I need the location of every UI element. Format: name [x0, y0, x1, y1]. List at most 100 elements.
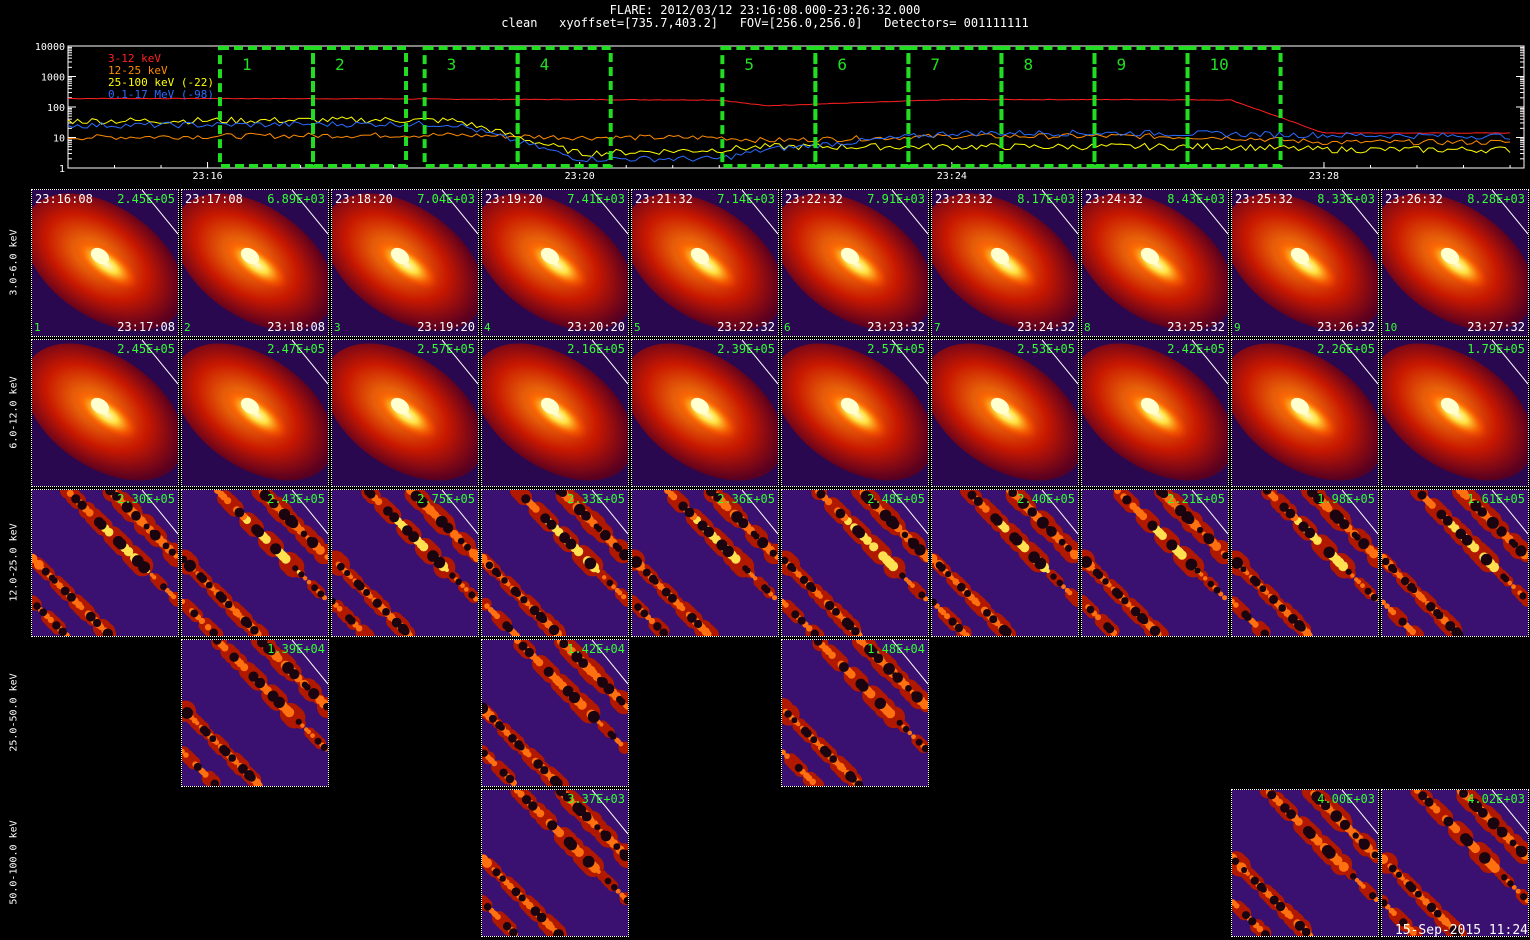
limb-line: [1491, 790, 1528, 835]
peak-value: 4.02E+03: [1467, 792, 1525, 806]
start-time: 23:19:20: [485, 192, 543, 206]
flare-image: [332, 340, 478, 486]
interval-box-2: [310, 46, 409, 168]
peak-value: 1.98E+05: [1317, 492, 1375, 506]
start-time: 23:24:32: [1085, 192, 1143, 206]
peak-value: 8.17E+03: [1017, 192, 1075, 206]
start-time: 23:23:32: [935, 192, 993, 206]
flare-image: [482, 790, 628, 936]
interval-box-4: [515, 46, 613, 168]
band-label: 3.0-6.0 keV: [8, 229, 20, 296]
peak-value: 2.57E+05: [417, 342, 475, 356]
interval-box-9: [1092, 46, 1190, 168]
end-time: 23:23:32: [867, 320, 925, 334]
image-cell: 2.33E+05: [481, 489, 629, 637]
peak-value: 2.21E+05: [1167, 492, 1225, 506]
limb-line: [1191, 490, 1228, 535]
date-stamp: 15-Sep-2015 11:24: [1394, 923, 1528, 938]
limb-line: [1041, 190, 1078, 235]
interval-index: 4: [484, 321, 491, 334]
flare-image: [782, 490, 928, 636]
image-cell: 2.26E+05: [1231, 339, 1379, 487]
limb-line: [141, 190, 178, 235]
flare-image: [1082, 340, 1228, 486]
image-cell: 2.47E+05: [181, 339, 329, 487]
image-cell: 2.40E+05: [931, 489, 1079, 637]
plot-title: FLARE: 2012/03/12 23:16:08.000-23:26:32.…: [0, 4, 1530, 30]
image-cell: 7.91E+03 23:22:32 23:23:32 6: [781, 189, 929, 337]
peak-value: 8.28E+03: [1467, 192, 1525, 206]
image-cell: 4.00E+03: [1231, 789, 1379, 937]
series-line-4: [67, 120, 1511, 163]
peak-value: 2.39E+05: [717, 342, 775, 356]
interval-label-7: 7: [930, 55, 940, 74]
end-time: 23:25:32: [1167, 320, 1225, 334]
interval-box-10: [1185, 46, 1283, 168]
peak-value: 2.40E+05: [1017, 492, 1075, 506]
limb-line: [1341, 790, 1378, 835]
limb-line: [1191, 340, 1228, 385]
y-tick-label: 10: [53, 134, 65, 145]
limb-line: [1491, 340, 1528, 385]
interval-index: 5: [634, 321, 641, 334]
flare-image: [332, 490, 478, 636]
image-cell: 1.42E+04: [481, 639, 629, 787]
peak-value: 2.36E+05: [717, 492, 775, 506]
peak-value: 2.48E+05: [867, 492, 925, 506]
interval-box-1: [217, 46, 315, 168]
y-tick-label: 1000: [41, 73, 65, 84]
peak-value: 7.91E+03: [867, 192, 925, 206]
flare-image: [1382, 790, 1528, 936]
peak-value: 2.43E+05: [267, 492, 325, 506]
interval-index: 2: [184, 321, 191, 334]
interval-index: 6: [784, 321, 791, 334]
peak-value: 2.33E+05: [567, 492, 625, 506]
flare-image: [182, 190, 328, 336]
interval-label-5: 5: [744, 55, 754, 74]
peak-value: 2.16E+05: [567, 342, 625, 356]
image-cell: 1.98E+05: [1231, 489, 1379, 637]
peak-value: 2.53E+05: [1017, 342, 1075, 356]
limb-line: [1491, 190, 1528, 235]
peak-value: 1.39E+04: [267, 642, 325, 656]
image-cell: 1.39E+04: [181, 639, 329, 787]
limb-line: [141, 340, 178, 385]
peak-value: 2.26E+05: [1317, 342, 1375, 356]
limb-line: [591, 190, 628, 235]
limb-line: [741, 490, 778, 535]
legend-entry-2: 12-25 keV: [108, 64, 168, 77]
x-tick-label: 23:24: [937, 171, 967, 182]
end-time: 23:27:32: [1467, 320, 1525, 334]
peak-value: 2.45E+05: [117, 342, 175, 356]
flare-image: [182, 490, 328, 636]
flare-image: [32, 490, 178, 636]
start-time: 23:22:32: [785, 192, 843, 206]
peak-value: 2.57E+05: [867, 342, 925, 356]
limb-line: [741, 190, 778, 235]
image-cell: 8.28E+03 23:26:32 23:27:32 10: [1381, 189, 1529, 337]
image-cell: 2.45E+05 23:16:08 23:17:08 1: [31, 189, 179, 337]
limb-line: [1341, 340, 1378, 385]
limb-line: [291, 490, 328, 535]
interval-index: 9: [1234, 321, 1241, 334]
image-cell: 2.36E+05: [631, 489, 779, 637]
image-cell: 2.21E+05: [1081, 489, 1229, 637]
image-cell: 3.37E+03: [481, 789, 629, 937]
interval-box-6: [813, 46, 911, 168]
interval-box-8: [999, 46, 1097, 168]
image-cell: 2.39E+05: [631, 339, 779, 487]
flare-image: [932, 340, 1078, 486]
peak-value: 7.14E+03: [717, 192, 775, 206]
limb-line: [291, 190, 328, 235]
interval-index: 3: [334, 321, 341, 334]
start-time: 23:25:32: [1235, 192, 1293, 206]
series-line-1: [68, 97, 1511, 134]
flare-image: [332, 190, 478, 336]
start-time: 23:17:08: [185, 192, 243, 206]
peak-value: 3.37E+03: [567, 792, 625, 806]
x-tick-label: 23:16: [192, 171, 222, 182]
start-time: 23:18:20: [335, 192, 393, 206]
limb-line: [291, 340, 328, 385]
flare-image: [932, 190, 1078, 336]
